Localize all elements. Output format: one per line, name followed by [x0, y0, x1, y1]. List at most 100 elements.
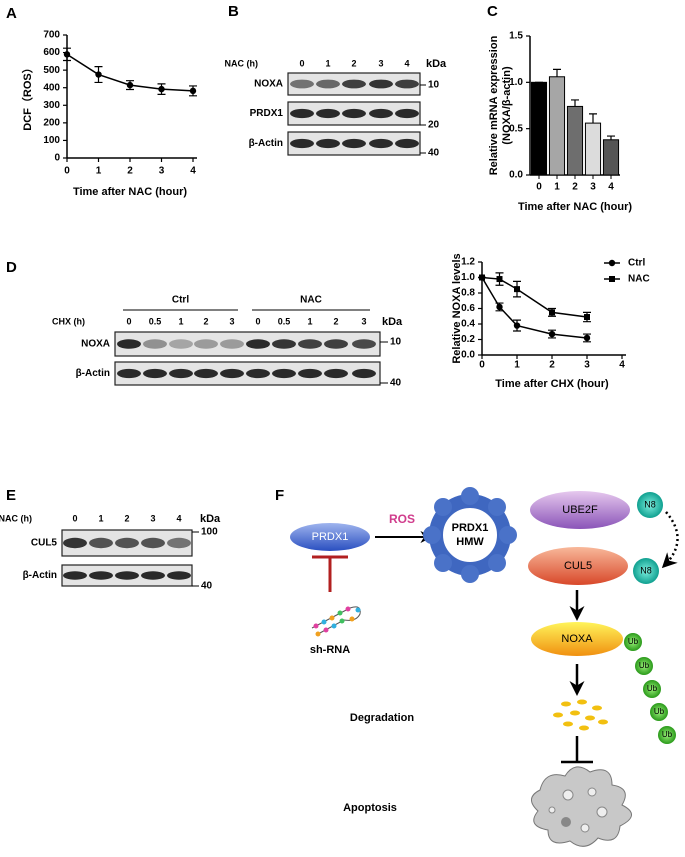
- legend-label: NAC: [628, 274, 650, 285]
- y-tick-label: 1.0: [509, 77, 523, 88]
- x-tick-label: 4: [190, 166, 196, 177]
- blot-header: CHX (h): [52, 316, 85, 326]
- y-axis-label: (NOXA/β-actin): [501, 66, 513, 145]
- point: [514, 286, 520, 293]
- band: [143, 368, 167, 379]
- band: [169, 339, 193, 349]
- bar: [566, 105, 584, 176]
- marker-label: 10: [428, 80, 440, 91]
- band: [369, 108, 393, 119]
- x-tick-label: 0: [479, 360, 485, 371]
- x-tick-label: 1: [554, 182, 560, 193]
- ub-label: Ub: [654, 707, 665, 716]
- node-label: N8: [644, 499, 656, 509]
- node-label: PRDX1: [312, 531, 349, 543]
- x-tick-label: 3: [584, 360, 590, 371]
- lane-label: 1: [98, 513, 103, 523]
- legend-label: Ctrl: [628, 258, 645, 269]
- row-label: NOXA: [81, 339, 110, 350]
- panel-label: F: [275, 487, 284, 504]
- point: [513, 322, 521, 329]
- node-label: NOXA: [561, 633, 593, 645]
- band: [246, 368, 270, 379]
- x-tick-label: 4: [619, 360, 625, 371]
- x-tick-label: 3: [159, 166, 165, 177]
- band: [290, 138, 314, 149]
- y-tick-label: 0.8: [461, 288, 475, 299]
- band: [117, 368, 141, 379]
- lane-label: 3: [378, 58, 383, 68]
- band: [141, 537, 165, 549]
- lane-label: 2: [333, 316, 338, 326]
- fragments: [553, 699, 608, 731]
- band: [298, 339, 322, 349]
- point: [479, 274, 485, 281]
- y-tick-label: 0.0: [461, 350, 475, 361]
- ros-label: ROS: [389, 512, 415, 526]
- band: [395, 108, 419, 119]
- band: [169, 368, 193, 379]
- noxa-node: [531, 622, 623, 656]
- y-tick-label: 200: [43, 117, 60, 128]
- n8-node: [637, 492, 663, 518]
- band: [352, 368, 376, 379]
- marker-label: 40: [428, 148, 440, 159]
- cul5-node: [528, 547, 628, 585]
- row-label: NOXA: [254, 79, 283, 90]
- panel-label: C: [487, 3, 498, 20]
- error-bar: [553, 68, 561, 77]
- panel-label: E: [6, 487, 16, 504]
- point: [584, 314, 590, 321]
- apoptotic-cell: [531, 766, 632, 847]
- lane-label: 2: [203, 316, 208, 326]
- y-tick-label: 600: [43, 47, 60, 58]
- panel-label: A: [6, 5, 17, 22]
- band: [220, 339, 244, 349]
- group-label: Ctrl: [172, 295, 189, 306]
- band: [194, 339, 218, 349]
- y-tick-label: 0.5: [509, 123, 523, 134]
- y-tick-label: 1.0: [461, 272, 475, 283]
- band: [395, 138, 419, 149]
- lane-label: 3: [229, 316, 234, 326]
- lane-label: 1: [178, 316, 183, 326]
- band: [272, 339, 296, 349]
- kda-label: kDa: [426, 58, 447, 70]
- band: [395, 79, 419, 89]
- y-tick-label: 300: [43, 100, 60, 111]
- x-axis-label: Time after NAC (hour): [518, 201, 632, 213]
- y-tick-label: 400: [43, 82, 60, 93]
- band: [316, 138, 340, 149]
- x-tick-label: 1: [96, 166, 102, 177]
- marker-label: 10: [390, 337, 402, 348]
- shrna-hairpin: [311, 606, 361, 637]
- x-tick-label: 2: [572, 182, 578, 193]
- marker-label: 40: [390, 378, 402, 389]
- x-tick-label: 2: [549, 360, 555, 371]
- bar: [602, 139, 620, 176]
- group-label: NAC: [300, 295, 322, 306]
- point: [95, 71, 102, 78]
- band: [290, 79, 314, 89]
- y-tick-label: 0.6: [461, 303, 475, 314]
- node-label: N8: [640, 565, 652, 575]
- bar: [548, 76, 566, 176]
- y-tick-label: 1.5: [509, 31, 523, 42]
- dotted-arrow: [661, 511, 679, 569]
- lane-label: 0: [72, 513, 77, 523]
- band: [63, 537, 87, 549]
- ub-label: Ub: [639, 661, 650, 670]
- bar: [584, 122, 602, 176]
- band: [316, 79, 340, 89]
- prdx1-node: [290, 523, 370, 551]
- band: [194, 368, 218, 379]
- lane-label: 0: [255, 316, 260, 326]
- y-tick-label: 0.0: [509, 170, 523, 181]
- kda-label: kDa: [200, 513, 221, 525]
- node-label: HMW: [456, 536, 484, 548]
- band: [298, 368, 322, 379]
- band: [143, 339, 167, 349]
- apoptosis-label: Apoptosis: [343, 802, 397, 814]
- band: [220, 368, 244, 379]
